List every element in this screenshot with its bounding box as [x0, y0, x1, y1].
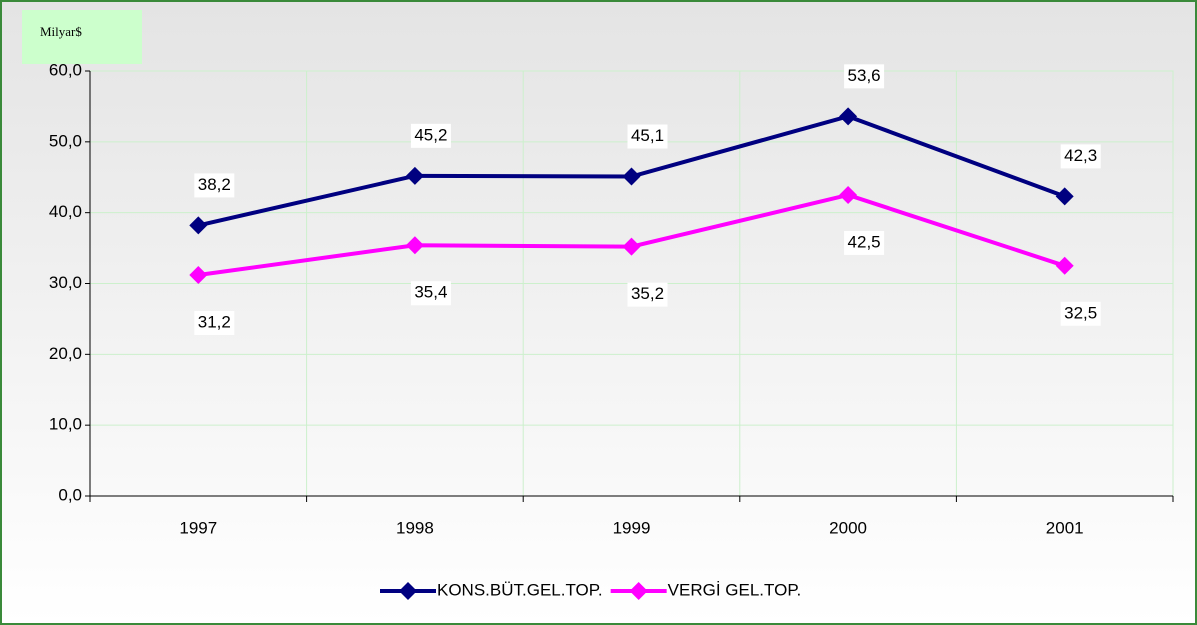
data-label: 42,5 [848, 232, 881, 251]
data-label-bg [627, 124, 668, 149]
data-point [622, 167, 641, 186]
legend-label: VERGİ GEL.TOP. [668, 580, 802, 599]
x-tick-label: 1997 [179, 518, 217, 537]
unit-box [22, 10, 142, 64]
data-label-bg [627, 282, 668, 307]
y-tick-label: 10,0 [49, 415, 82, 434]
data-label: 31,2 [198, 312, 231, 331]
data-label: 45,2 [414, 125, 447, 144]
data-point [189, 216, 208, 235]
data-point [839, 107, 858, 126]
data-label: 32,5 [1064, 303, 1097, 322]
x-tick-label: 2000 [829, 518, 867, 537]
data-label-bg [410, 281, 451, 306]
y-axis-label: Milyar$ [40, 24, 82, 39]
data-point [1055, 256, 1074, 275]
y-tick-label: 50,0 [49, 131, 82, 150]
x-tick-label: 1998 [396, 518, 434, 537]
data-label-bg [410, 123, 451, 148]
data-label: 35,2 [631, 284, 664, 303]
legend-label: KONS.BÜT.GEL.TOP. [437, 580, 603, 599]
data-label: 45,1 [631, 126, 664, 145]
y-tick-label: 60,0 [49, 60, 82, 79]
data-label: 38,2 [198, 175, 231, 194]
data-point [405, 236, 424, 255]
data-point [839, 185, 858, 204]
x-tick-label: 2001 [1046, 518, 1084, 537]
legend-marker [399, 582, 417, 600]
data-point [622, 237, 641, 256]
y-tick-label: 20,0 [49, 344, 82, 363]
data-point [189, 266, 208, 284]
data-label-bg [1060, 144, 1101, 169]
data-point [1055, 187, 1074, 206]
legend-marker [629, 582, 648, 600]
y-tick-label: 30,0 [49, 273, 82, 292]
data-label-bg [844, 64, 885, 89]
x-tick-label: 1999 [613, 518, 651, 537]
data-label-bg [1060, 301, 1101, 326]
data-label: 35,4 [414, 283, 447, 302]
y-tick-label: 40,0 [49, 202, 82, 221]
data-label: 42,3 [1064, 146, 1097, 165]
data-label-bg [194, 311, 235, 335]
data-point [405, 166, 424, 185]
y-tick-label: 0,0 [58, 485, 82, 504]
data-label-bg [844, 230, 885, 255]
data-label: 53,6 [848, 66, 881, 85]
data-label-bg [194, 173, 235, 198]
